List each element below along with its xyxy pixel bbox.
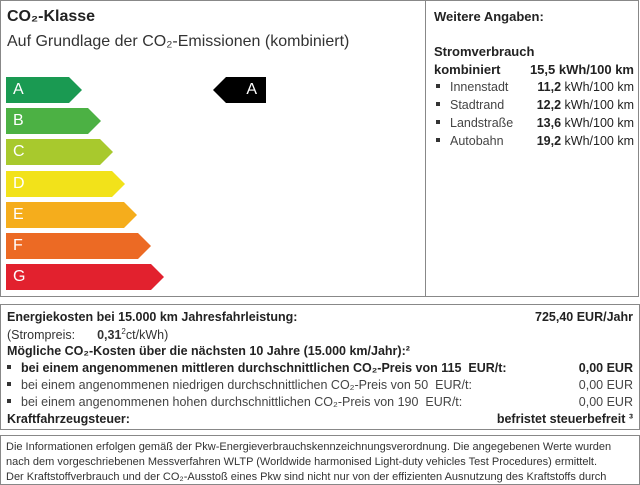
legal-line: Die Informationen erfolgen gemäß der Pkw…	[6, 441, 612, 453]
bullet-icon	[436, 120, 440, 124]
combined-label: kombiniert	[434, 62, 501, 77]
bullet-icon	[7, 382, 11, 386]
class-bar-e: E	[6, 202, 137, 228]
class-bar-b: B	[6, 108, 101, 134]
bullet-icon	[436, 102, 440, 106]
class-bar-a: A	[6, 77, 82, 103]
combined-value: 15,5 kWh/100 km	[529, 62, 634, 77]
co2-scenario-row: bei einem angenommenen hohen durchschnit…	[7, 395, 633, 412]
price-value: 0,31	[97, 328, 122, 343]
energy-costs-row: Energiekosten bei 15.000 km Jahresfahrle…	[7, 310, 633, 327]
consumption-value: 19,2 kWh/100 km	[536, 134, 634, 148]
co2-class-title: CO₂-Klasse	[7, 8, 96, 25]
vehicle-tax-row: Kraftfahrzeugsteuer: befristet steuerbefr…	[7, 412, 633, 429]
consumption-label: Stadtrand	[450, 98, 505, 112]
co2-class-panel: CO₂-Klasse Auf Grundlage der CO₂-Emissio…	[0, 0, 426, 297]
price-unit: ct/kWh)	[125, 328, 169, 343]
price-label: (Strompreis:	[7, 328, 76, 343]
co2-scenario-row: bei einem angenommenen niedrigen durchsc…	[7, 378, 633, 395]
power-consumption-heading: Stromverbrauch	[434, 44, 535, 59]
class-bar-g: G	[6, 264, 164, 290]
combined-consumption: kombiniert 15,5 kWh/100 km	[434, 62, 634, 77]
further-info-panel: Weitere Angaben: Stromverbrauch kombinie…	[425, 0, 639, 297]
price-row: (Strompreis: 0,312ct/kWh)	[7, 327, 633, 344]
legal-info-panel: Die Informationen erfolgen gemäß der Pkw…	[0, 435, 640, 485]
bullet-icon	[436, 138, 440, 142]
legal-line: Der Kraftstoffverbrauch und der CO₂-Auss…	[6, 471, 607, 483]
consumption-label: Innenstadt	[450, 80, 509, 94]
consumption-item: Stadtrand 12,2 kWh/100 km	[434, 98, 634, 112]
co2-scenario-row: bei einem angenommenen mittleren durchsc…	[7, 361, 633, 378]
bullet-icon	[436, 84, 440, 88]
legal-line: nach dem vorgeschriebenen Messverfahren …	[6, 456, 598, 468]
consumption-label: Autobahn	[450, 134, 504, 148]
class-bar-f: F	[6, 233, 151, 259]
class-bar-d: D	[6, 171, 125, 197]
consumption-item: Innenstadt 11,2 kWh/100 km	[434, 80, 634, 94]
co2-costs-heading: Mögliche CO₂-Kosten über die nächsten 10…	[7, 344, 410, 358]
consumption-item: Autobahn 19,2 kWh/100 km	[434, 134, 634, 148]
consumption-item: Landstraße 13,6 kWh/100 km	[434, 116, 634, 130]
consumption-value: 13,6 kWh/100 km	[536, 116, 634, 130]
bullet-icon	[7, 365, 11, 369]
bullet-icon	[7, 399, 11, 403]
class-bar-c: C	[6, 139, 113, 165]
further-info-heading: Weitere Angaben:	[434, 9, 544, 24]
price-footnote: 2	[121, 327, 126, 336]
tax-label: Kraftfahrzeugsteuer:	[7, 412, 130, 426]
consumption-value: 11,2 kWh/100 km	[537, 80, 634, 94]
costs-panel: Energiekosten bei 15.000 km Jahresfahrle…	[0, 304, 640, 430]
tax-value: befristet steuerbefreit ³	[496, 412, 633, 426]
co2-class-subtitle: Auf Grundlage der CO₂-Emissionen (kombin…	[7, 33, 350, 50]
energy-costs-label: Energiekosten bei 15.000 km Jahresfahrle…	[7, 310, 298, 324]
current-class-indicator: A	[213, 77, 266, 103]
consumption-value: 12,2 kWh/100 km	[536, 98, 634, 112]
consumption-label: Landstraße	[450, 116, 514, 130]
energy-costs-value: 725,40 EUR/Jahr	[535, 310, 633, 324]
